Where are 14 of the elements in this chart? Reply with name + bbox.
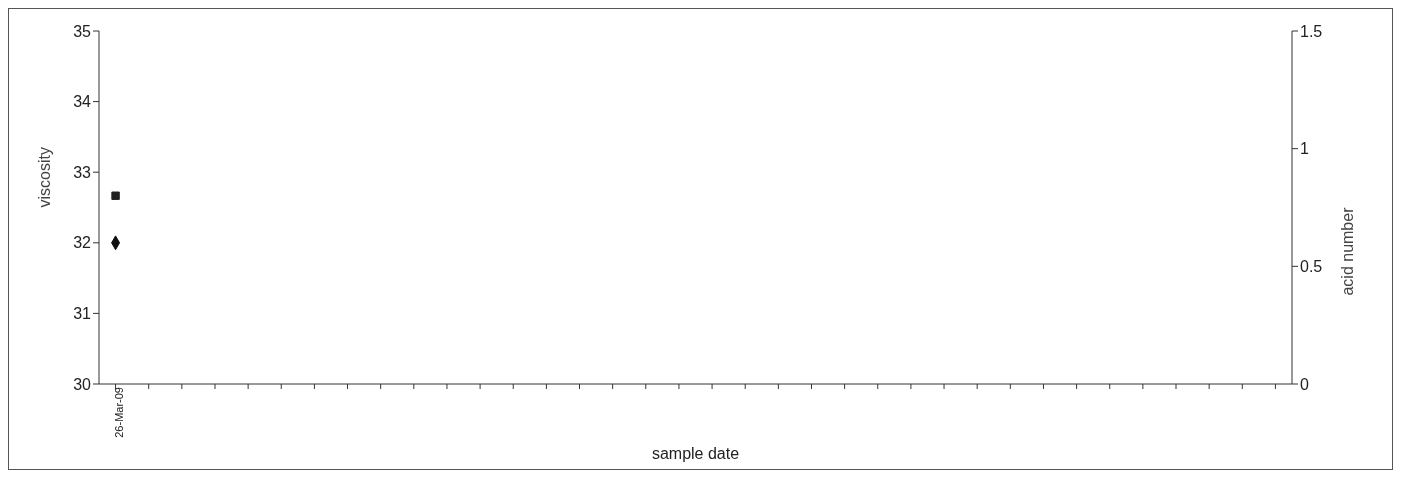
y-axis-title: viscosity [35, 147, 53, 208]
y-tick-label: 33 [73, 163, 92, 181]
y2-tick-label: 0.5 [1300, 258, 1323, 276]
x-tick-label: 26-Mar-09 [113, 387, 126, 438]
y2-tick-label: 1.5 [1300, 22, 1323, 40]
y-tick-label: 32 [73, 234, 92, 252]
y-tick-label: 34 [73, 93, 92, 111]
y-tick-label: 31 [73, 305, 92, 323]
y2-tick-label: 1 [1300, 140, 1309, 158]
y2-axis-title: acid number [1338, 206, 1356, 296]
x-axis-title: sample date [651, 445, 740, 462]
y2-tick-label: 0 [1300, 375, 1309, 393]
y-tick-label: 30 [73, 375, 92, 393]
y-tick-label: 35 [73, 22, 92, 40]
